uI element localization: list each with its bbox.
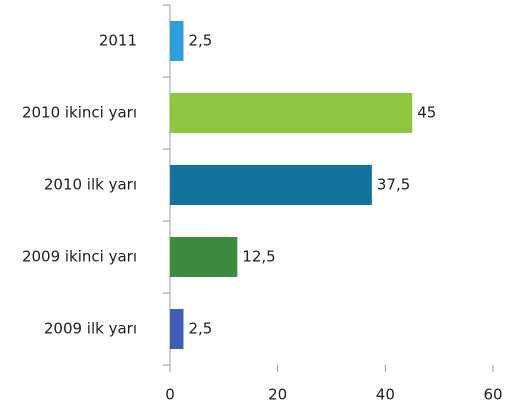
x-tick-label: 20 [268,386,287,404]
bar [170,93,413,133]
y-tick-label: 2010 ilk yarı [44,176,137,194]
bar [170,309,184,349]
data-label: 2,5 [188,320,212,338]
y-tick-label: 2009 ikinci yarı [22,248,137,266]
bar [170,21,184,61]
x-tick-label: 0 [165,386,175,404]
x-tick-label: 40 [376,386,395,404]
x-tick-label: 60 [483,386,502,404]
y-tick-label: 2011 [99,32,137,50]
data-label: 2,5 [188,32,212,50]
data-label: 37,5 [377,176,410,194]
y-tick-label: 2009 ilk yarı [44,320,137,338]
y-tick-label: 2010 ikinci yarı [22,104,137,122]
data-label: 45 [417,104,436,122]
bar [170,237,238,277]
bar [170,165,372,205]
data-label: 12,5 [242,248,275,266]
